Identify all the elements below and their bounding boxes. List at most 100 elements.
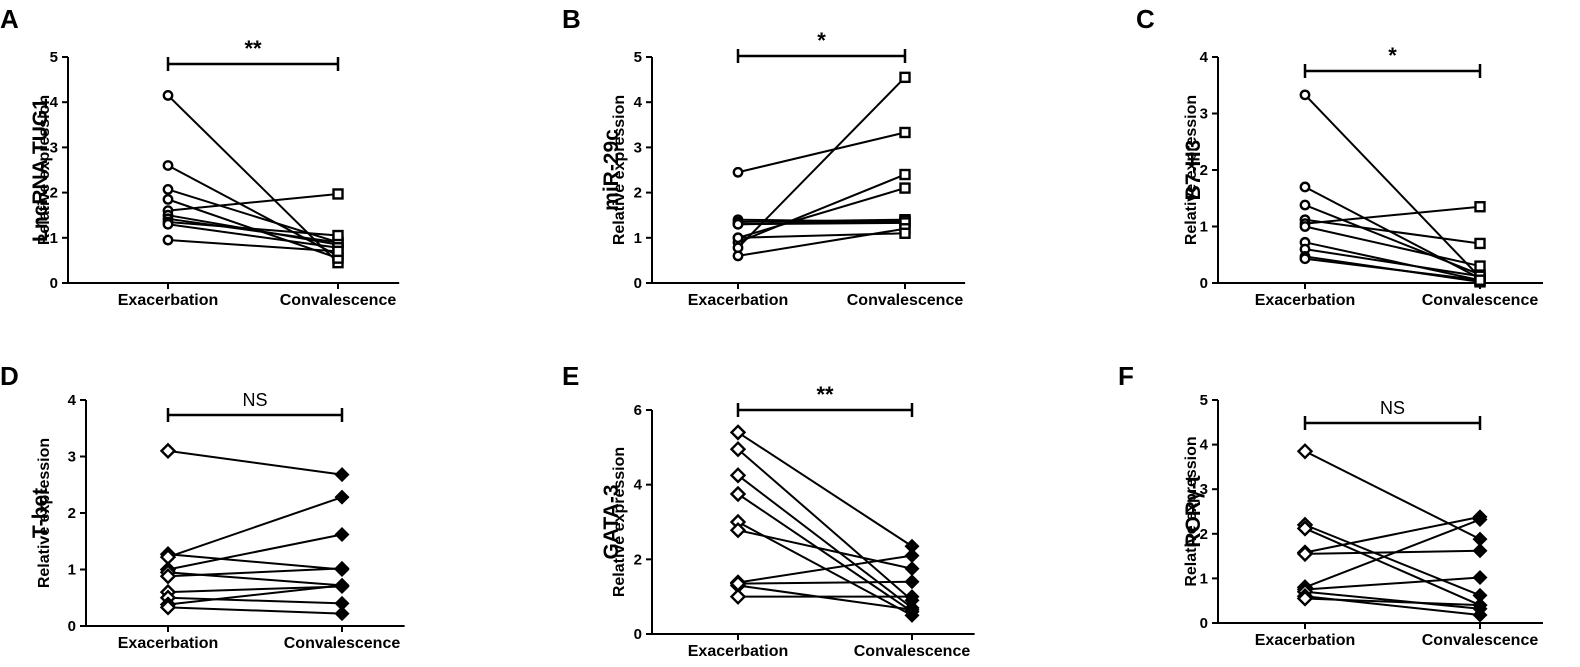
panel-letter: F — [1118, 361, 1134, 391]
series-line — [1304, 218, 1481, 245]
series-line — [737, 529, 913, 570]
y-tick-label: 2 — [1200, 526, 1208, 543]
series-line — [1304, 225, 1481, 268]
data-point — [159, 568, 177, 585]
series-line — [1304, 597, 1481, 607]
series-line — [167, 220, 339, 237]
y-tick-label: 4 — [68, 392, 77, 409]
y-tick-label: 3 — [50, 139, 58, 156]
y-tick-label: 3 — [68, 449, 76, 466]
x-tick-label: Convalescence — [280, 292, 397, 309]
y-tick-label: 3 — [634, 139, 642, 156]
data-point — [904, 574, 920, 590]
data-point — [1472, 570, 1488, 586]
data-point — [899, 168, 911, 181]
series-line — [1304, 204, 1481, 276]
y-tick-label: 2 — [634, 185, 642, 202]
y-tick-label: 1 — [1200, 570, 1208, 587]
data-point — [1472, 607, 1488, 623]
y-tick-label: 2 — [50, 185, 58, 202]
y-tick-label: 4 — [1200, 437, 1209, 454]
y-tick-label: 0 — [1200, 275, 1208, 292]
data-point — [334, 489, 350, 505]
significance-label: * — [817, 28, 826, 53]
series-line — [1304, 518, 1481, 589]
series-line — [737, 232, 906, 239]
y-tick-label: 1 — [50, 230, 58, 247]
series-line — [737, 580, 913, 585]
data-point — [162, 193, 174, 205]
significance-label: ** — [244, 36, 262, 61]
data-point — [904, 561, 920, 577]
panel-letter: C — [1136, 4, 1155, 34]
series-line — [167, 192, 339, 212]
series-line — [1304, 450, 1481, 541]
data-point — [904, 602, 920, 618]
x-tick-label: Convalescence — [1422, 632, 1539, 649]
series-line — [167, 533, 343, 571]
series-line — [737, 173, 906, 244]
data-point — [729, 424, 747, 441]
data-point — [732, 166, 744, 178]
data-point — [729, 522, 747, 539]
series-line — [167, 164, 339, 257]
y-tick-label: 3 — [1200, 481, 1208, 498]
x-tick-label: Exacerbation — [118, 292, 218, 309]
series-line — [167, 94, 339, 264]
gene-label: miR-29c — [600, 129, 623, 211]
data-point — [904, 589, 920, 605]
data-point — [334, 560, 350, 576]
y-tick-label: 1 — [68, 562, 76, 579]
series-line — [737, 554, 913, 584]
gene-label: LncRNA TUG1 — [29, 98, 52, 242]
data-point — [332, 188, 344, 200]
data-point — [1299, 89, 1311, 101]
data-point — [1472, 543, 1488, 559]
data-point — [1474, 274, 1486, 286]
y-tick-label: 0 — [634, 626, 642, 643]
data-point — [1474, 237, 1486, 250]
data-point — [1299, 221, 1311, 232]
series-line — [737, 221, 906, 226]
gene-label: T-bet — [29, 488, 52, 538]
series-line — [737, 448, 913, 602]
data-point — [904, 548, 920, 564]
y-tick-label: 4 — [634, 477, 643, 494]
series-line — [1304, 549, 1481, 555]
y-tick-label: 1 — [634, 230, 642, 247]
data-point — [729, 485, 747, 503]
data-point — [332, 229, 344, 242]
gene-label: B7-H3 — [1182, 140, 1205, 201]
significance-label: ** — [816, 382, 834, 407]
series-line — [167, 553, 343, 571]
data-point — [162, 160, 174, 171]
series-line — [167, 596, 343, 605]
y-tick-label: 0 — [68, 618, 76, 635]
y-axis-label: Relative expression — [1183, 95, 1200, 245]
x-tick-label: Exacerbation — [688, 643, 788, 660]
data-point — [162, 184, 174, 195]
x-tick-label: Exacerbation — [118, 635, 218, 652]
x-tick-label: Exacerbation — [688, 292, 788, 309]
x-tick-label: Convalescence — [854, 643, 971, 660]
y-tick-label: 1 — [1200, 219, 1208, 236]
data-point — [1296, 590, 1314, 607]
y-axis-label: Relative expression — [36, 95, 53, 245]
series-line — [737, 431, 913, 548]
y-tick-label: 6 — [634, 402, 642, 419]
data-point — [732, 250, 744, 262]
panel-letter: D — [0, 361, 19, 391]
series-line — [737, 218, 906, 223]
series-line — [737, 131, 906, 174]
y-tick-label: 0 — [634, 275, 642, 292]
x-tick-label: Exacerbation — [1255, 632, 1355, 649]
series-line — [1304, 248, 1481, 278]
y-tick-label: 2 — [1200, 162, 1208, 179]
series-line — [1304, 94, 1481, 279]
series-line — [167, 567, 343, 578]
y-tick-label: 0 — [1200, 615, 1208, 632]
data-point — [899, 227, 911, 239]
